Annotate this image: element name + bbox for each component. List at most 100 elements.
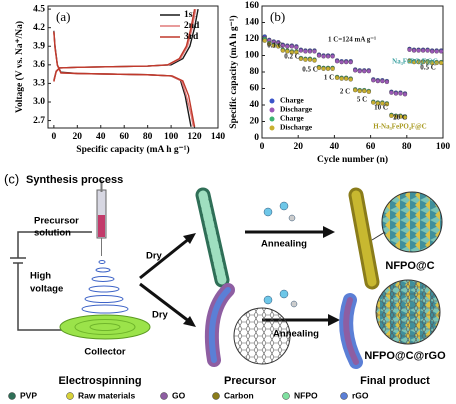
step-label: Annealing bbox=[261, 239, 307, 250]
data-point bbox=[398, 91, 403, 96]
data-point bbox=[267, 41, 272, 47]
spiral-loop bbox=[98, 260, 106, 264]
data-point bbox=[307, 49, 313, 54]
data-point bbox=[384, 79, 390, 85]
data-point bbox=[344, 59, 349, 65]
legend-label: PVP bbox=[20, 390, 37, 400]
data-point bbox=[380, 78, 385, 84]
jet-spiral bbox=[81, 260, 129, 314]
diagram: (c) Synthesis process Precursor solution… bbox=[4, 171, 446, 400]
data-point bbox=[298, 48, 304, 53]
data-point bbox=[420, 59, 426, 65]
apparatus-label: High bbox=[30, 271, 51, 282]
gas-molecule bbox=[263, 207, 273, 217]
y-tick-label: 100 bbox=[245, 51, 260, 61]
arrow-head bbox=[183, 233, 196, 244]
y-tick-label: 3.9 bbox=[33, 41, 45, 51]
arrows bbox=[139, 230, 330, 324]
data-point bbox=[276, 44, 281, 49]
legend-label: Discharge bbox=[280, 105, 313, 114]
data-point bbox=[371, 100, 376, 105]
legend-swatch bbox=[8, 392, 16, 400]
data-point bbox=[411, 48, 417, 53]
data-point bbox=[416, 59, 421, 65]
data-point bbox=[312, 49, 317, 54]
x-tick-label: 120 bbox=[187, 132, 202, 142]
data-point bbox=[380, 101, 385, 106]
y-tick-label: 3.3 bbox=[33, 79, 45, 89]
spiral-loop bbox=[95, 267, 111, 273]
x-tick-label: 80 bbox=[143, 132, 153, 142]
data-point bbox=[339, 76, 344, 81]
arrow-head bbox=[323, 226, 335, 238]
data-point bbox=[316, 65, 322, 71]
y-tick-label: 2.7 bbox=[33, 116, 45, 126]
annotation: 0.1 C bbox=[267, 42, 283, 50]
y-tick-label: 60 bbox=[250, 84, 260, 94]
x-tick-label: 100 bbox=[164, 132, 179, 142]
arrow-head bbox=[328, 314, 340, 326]
y-tick-label: 0 bbox=[254, 133, 259, 143]
data-point bbox=[353, 68, 358, 73]
apparatus-label: Collector bbox=[84, 347, 125, 358]
panel-label: (a) bbox=[56, 9, 70, 24]
data-point bbox=[402, 92, 408, 97]
stage-label: Electrospinning bbox=[58, 375, 141, 387]
data-point bbox=[321, 66, 326, 71]
x-tick-label: 60 bbox=[119, 132, 129, 142]
gas-molecule bbox=[288, 214, 296, 222]
annotation: H-Na₃FePO₄F@C bbox=[373, 123, 426, 131]
data-point bbox=[375, 78, 380, 84]
data-point bbox=[298, 56, 304, 61]
collector-disk bbox=[59, 314, 151, 340]
y-axis-title: Specific capacity (mA h g⁻¹) bbox=[228, 15, 239, 128]
data-point bbox=[330, 66, 335, 71]
legend-label: NFPO bbox=[294, 390, 318, 400]
x-tick-label: 20 bbox=[73, 132, 83, 142]
legend-swatch bbox=[340, 392, 348, 400]
y-tick-label: 160 bbox=[245, 1, 260, 11]
data-point bbox=[312, 58, 317, 63]
data-point bbox=[348, 59, 353, 65]
legend-swatch bbox=[212, 392, 220, 400]
arrow bbox=[139, 282, 191, 324]
fiber-core bbox=[343, 297, 359, 365]
annotation: 0.5 C bbox=[420, 64, 436, 72]
data-point bbox=[316, 53, 322, 58]
product-label: NFPO@C@rGO bbox=[364, 350, 446, 362]
x-tick-label: 140 bbox=[211, 132, 226, 142]
data-point bbox=[334, 75, 340, 80]
spiral-loop bbox=[84, 295, 124, 303]
data-point bbox=[285, 44, 290, 49]
legend-label: 3rd bbox=[184, 32, 199, 42]
charts: 0 20 40 60 80 100 120 140 2.7 3.0 3.3 3.6 3.9 4.2 4.5 S… bbox=[14, 1, 450, 165]
annotation: 1 C=124 mA g⁻¹ bbox=[328, 36, 376, 44]
apparatus-label: solution bbox=[34, 228, 71, 239]
data-point bbox=[339, 59, 344, 65]
annotation: 10 C bbox=[374, 104, 388, 112]
chart: 0 20 40 60 80 100 120 140 2.7 3.0 3.3 3.6 3.9 4.2 4.5 S… bbox=[14, 4, 225, 155]
arrow-heads bbox=[183, 226, 340, 327]
legend-label: Charge bbox=[280, 96, 304, 105]
data-point bbox=[384, 102, 390, 107]
data-point bbox=[402, 115, 408, 120]
gas-molecule bbox=[279, 289, 289, 299]
data-point bbox=[294, 50, 299, 55]
syringe-solution bbox=[98, 215, 105, 237]
data-point bbox=[425, 59, 430, 65]
panel-label: (b) bbox=[270, 9, 285, 24]
data-point bbox=[334, 59, 340, 64]
arrow bbox=[139, 236, 191, 280]
legend-swatch bbox=[269, 116, 275, 122]
data-point bbox=[357, 69, 362, 74]
data-point bbox=[429, 60, 435, 66]
data-point bbox=[321, 54, 326, 59]
wire bbox=[17, 231, 92, 258]
y-tick-label: 40 bbox=[250, 100, 260, 110]
x-tick-label: 0 bbox=[51, 132, 56, 142]
data-point bbox=[407, 59, 412, 64]
data-point bbox=[375, 101, 380, 106]
data-point bbox=[325, 66, 331, 71]
x-tick-label: 60 bbox=[366, 142, 376, 152]
step-label: Dry bbox=[146, 251, 163, 262]
